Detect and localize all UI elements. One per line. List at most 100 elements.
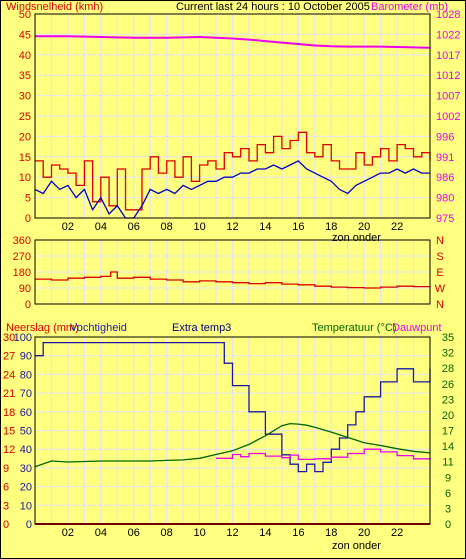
x-tick-label: 20 (358, 527, 370, 539)
wind-axis-label: Windsnelheid (kmh) (6, 1, 104, 13)
plot-frame-3 (34, 336, 431, 525)
extra-temp-label: Extra temp3 (172, 322, 232, 334)
panel3-xlabel: zon onder (332, 540, 381, 552)
compass-tick-label: S (436, 251, 443, 263)
wind-tick-label: 15 (19, 152, 31, 164)
x-tick-label: 18 (325, 221, 337, 233)
dewpoint-line (216, 448, 431, 461)
rain-axis-label: Neerslag (mm) (6, 322, 79, 334)
temperature-tick-label: 28 (442, 363, 454, 375)
direction-tick-label: 90 (19, 283, 31, 295)
x-tick-label: 02 (62, 527, 74, 539)
direction-tick-label: 180 (13, 267, 31, 279)
x-tick-label: 10 (193, 527, 205, 539)
humidity-tick-label: 40 (20, 444, 32, 456)
direction-tick-label: 360 (13, 235, 31, 247)
chart-title: Current last 24 hours : 10 October 2005 (176, 1, 370, 13)
x-tick-label: 06 (128, 221, 140, 233)
x-tick-label: 14 (259, 221, 271, 233)
temperature-tick-label: 14 (442, 441, 454, 453)
temperature-tick-label: 17 (442, 426, 454, 438)
barometer-tick-label: 996 (436, 131, 454, 143)
rain-tick-label: 30 (3, 332, 15, 344)
humidity-tick-label: 50 (20, 426, 32, 438)
humidity-tick-label: 70 (20, 388, 32, 400)
rain-tick-label: 15 (3, 426, 15, 438)
compass-tick-label: W (435, 283, 446, 295)
plot-frame-1 (34, 13, 431, 219)
barometer-tick-label: 1022 (436, 29, 460, 41)
wind-speed-line (35, 131, 431, 211)
direction-tick-label: 0 (25, 299, 31, 311)
barometer-axis-label: Barometer (mb) (371, 1, 449, 13)
compass-tick-label: N (436, 235, 444, 247)
wind-tick-label: 35 (19, 70, 31, 82)
dewpoint-axis-label: Dauwpunt (392, 322, 442, 334)
x-tick-label: 22 (391, 221, 403, 233)
barometer-tick-label: 980 (436, 193, 454, 205)
barometer-tick-label: 975 (436, 213, 454, 225)
wind-tick-label: 25 (19, 111, 31, 123)
barometer-tick-label: 1007 (436, 91, 460, 103)
wind-avg-line (34, 160, 430, 219)
x-tick-label: 14 (259, 527, 271, 539)
x-tick-label: 22 (391, 527, 403, 539)
humidity-tick-label: 30 (20, 463, 32, 475)
barometer-tick-label: 1002 (436, 111, 460, 123)
x-tick-label: 08 (161, 527, 173, 539)
barometer-tick-label: 1017 (436, 50, 460, 62)
humidity-tick-label: 60 (20, 407, 32, 419)
temperature-tick-label: 0 (445, 519, 451, 531)
temperature-tick-label: 35 (442, 332, 454, 344)
x-tick-label: 04 (95, 221, 107, 233)
x-tick-label: 16 (292, 221, 304, 233)
wind-tick-label: 20 (19, 131, 31, 143)
barometer-tick-label: 1028 (436, 9, 460, 21)
humidity-line (35, 341, 431, 473)
x-tick-label: 02 (62, 221, 74, 233)
wind-tick-label: 40 (19, 50, 31, 62)
x-tick-label: 06 (128, 527, 140, 539)
humidity-tick-label: 0 (26, 519, 32, 531)
humidity-axis-label: Vochtigheid (70, 322, 127, 334)
humidity-tick-label: 80 (20, 369, 32, 381)
temperature-axis-label: Temperatuur (°C) (312, 322, 397, 334)
rain-tick-label: 24 (3, 369, 15, 381)
direction-tick-label: 270 (13, 251, 31, 263)
x-tick-label: 16 (292, 527, 304, 539)
rain-tick-label: 0 (3, 519, 9, 531)
temperature-line (34, 422, 431, 468)
x-tick-label: 18 (325, 527, 337, 539)
rain-tick-label: 21 (3, 388, 15, 400)
wind-tick-label: 10 (19, 172, 31, 184)
humidity-tick-label: 10 (20, 500, 32, 512)
humidity-tick-label: 100 (14, 332, 32, 344)
wind-direction-line (35, 271, 431, 289)
x-tick-label: 12 (226, 527, 238, 539)
panel1-xlabel: zon onder (332, 232, 381, 244)
temperature-tick-label: 32 (442, 348, 454, 360)
x-tick-label: 12 (226, 221, 238, 233)
x-tick-label: 08 (161, 221, 173, 233)
temperature-tick-label: 11 (442, 457, 453, 469)
temperature-tick-label: 23 (442, 394, 454, 406)
rain-tick-label: 6 (3, 482, 9, 494)
barometer-tick-label: 991 (436, 152, 454, 164)
temperature-tick-label: 26 (442, 379, 454, 391)
wind-tick-label: 5 (25, 193, 31, 205)
rain-tick-label: 9 (3, 463, 9, 475)
compass-tick-label: N (436, 299, 444, 311)
x-tick-label: 04 (95, 527, 107, 539)
temperature-tick-label: 6 (445, 488, 451, 500)
temperature-tick-label: 20 (442, 410, 454, 422)
rain-tick-label: 12 (3, 444, 15, 456)
wind-tick-label: 45 (19, 29, 31, 41)
temperature-tick-label: 9 (445, 472, 451, 484)
rain-tick-label: 27 (3, 351, 15, 363)
rain-tick-label: 3 (3, 500, 9, 512)
wind-tick-label: 50 (19, 9, 31, 21)
wind-tick-label: 30 (19, 91, 31, 103)
barometer-tick-label: 986 (436, 172, 454, 184)
